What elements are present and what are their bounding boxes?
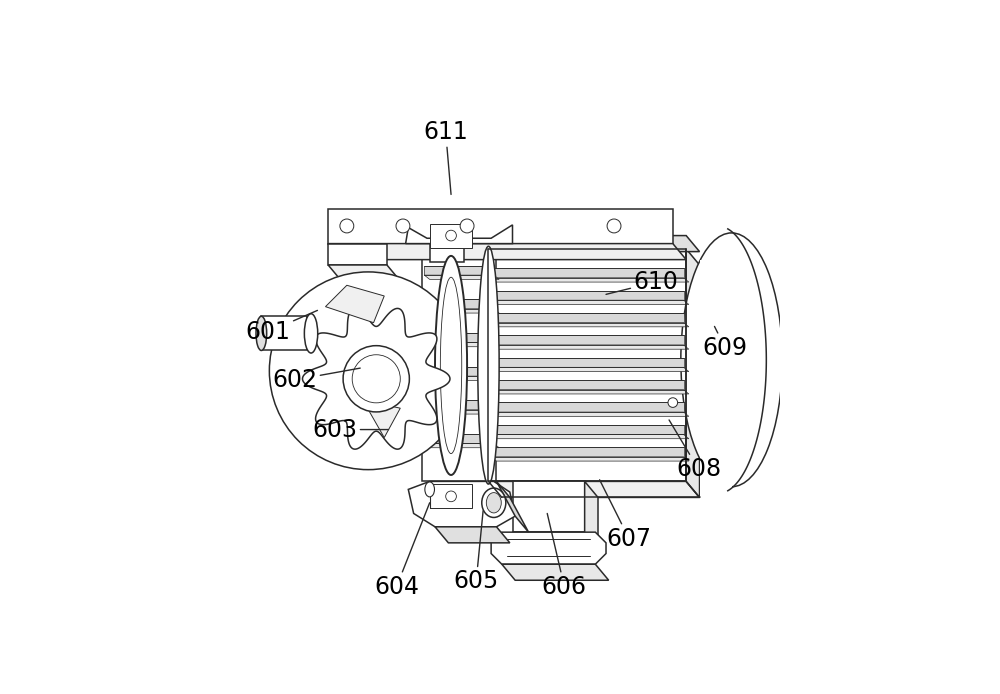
Circle shape	[446, 491, 456, 502]
Polygon shape	[512, 482, 585, 532]
Polygon shape	[303, 308, 450, 449]
Polygon shape	[408, 482, 515, 527]
Bar	[430, 244, 464, 262]
Polygon shape	[491, 313, 684, 323]
Text: 602: 602	[273, 368, 360, 392]
Polygon shape	[328, 209, 673, 244]
Polygon shape	[424, 275, 499, 280]
Polygon shape	[424, 409, 499, 414]
Text: 611: 611	[423, 121, 468, 194]
Polygon shape	[424, 443, 499, 448]
Polygon shape	[491, 345, 689, 349]
Polygon shape	[700, 260, 732, 502]
Ellipse shape	[478, 246, 499, 484]
Polygon shape	[424, 400, 494, 409]
Circle shape	[607, 219, 621, 233]
Polygon shape	[491, 425, 684, 434]
Text: 603: 603	[313, 418, 389, 441]
Polygon shape	[488, 249, 686, 482]
Polygon shape	[496, 482, 529, 532]
Circle shape	[352, 355, 400, 403]
Ellipse shape	[256, 316, 267, 350]
Ellipse shape	[435, 256, 467, 475]
Polygon shape	[435, 527, 510, 543]
Polygon shape	[424, 309, 499, 313]
Circle shape	[668, 398, 678, 407]
Polygon shape	[491, 457, 689, 461]
Text: 604: 604	[374, 502, 430, 599]
Circle shape	[343, 346, 409, 412]
Ellipse shape	[681, 233, 782, 486]
Polygon shape	[491, 380, 684, 389]
Polygon shape	[491, 389, 689, 394]
Polygon shape	[491, 301, 689, 305]
Polygon shape	[686, 249, 700, 498]
Polygon shape	[424, 376, 499, 380]
Polygon shape	[424, 299, 494, 309]
Polygon shape	[491, 268, 684, 278]
Polygon shape	[488, 235, 686, 249]
Text: 608: 608	[669, 420, 721, 481]
Polygon shape	[585, 482, 598, 548]
Polygon shape	[491, 291, 684, 301]
Polygon shape	[491, 447, 684, 457]
Text: 610: 610	[606, 270, 678, 294]
Polygon shape	[328, 265, 400, 281]
Polygon shape	[491, 434, 689, 439]
Circle shape	[446, 230, 456, 241]
Ellipse shape	[304, 314, 318, 353]
Text: 601: 601	[246, 310, 317, 344]
Polygon shape	[502, 564, 609, 580]
Ellipse shape	[486, 493, 501, 513]
Polygon shape	[488, 482, 700, 498]
Polygon shape	[491, 278, 689, 282]
Polygon shape	[512, 532, 598, 548]
Polygon shape	[491, 335, 684, 345]
Polygon shape	[491, 532, 606, 564]
Polygon shape	[491, 357, 684, 367]
Polygon shape	[406, 225, 512, 244]
Text: 606: 606	[542, 514, 587, 599]
Circle shape	[340, 219, 354, 233]
Ellipse shape	[425, 482, 434, 497]
Polygon shape	[491, 412, 689, 416]
Polygon shape	[363, 400, 400, 438]
Polygon shape	[328, 244, 686, 260]
Polygon shape	[424, 434, 494, 443]
Polygon shape	[424, 366, 494, 376]
Bar	[328, 244, 387, 265]
Polygon shape	[488, 235, 700, 252]
Ellipse shape	[482, 488, 506, 518]
Polygon shape	[491, 323, 689, 327]
Circle shape	[460, 219, 474, 233]
Polygon shape	[491, 403, 684, 412]
Polygon shape	[424, 266, 494, 275]
Polygon shape	[422, 249, 496, 482]
Polygon shape	[430, 224, 472, 248]
Polygon shape	[424, 333, 494, 342]
Text: 607: 607	[600, 480, 651, 550]
Circle shape	[269, 272, 467, 470]
Text: 605: 605	[454, 511, 499, 593]
Text: 609: 609	[703, 326, 748, 359]
Polygon shape	[424, 342, 499, 347]
Ellipse shape	[440, 278, 462, 454]
Polygon shape	[325, 285, 384, 323]
Polygon shape	[430, 484, 472, 508]
Circle shape	[396, 219, 410, 233]
Bar	[261, 316, 307, 350]
Polygon shape	[491, 367, 689, 371]
